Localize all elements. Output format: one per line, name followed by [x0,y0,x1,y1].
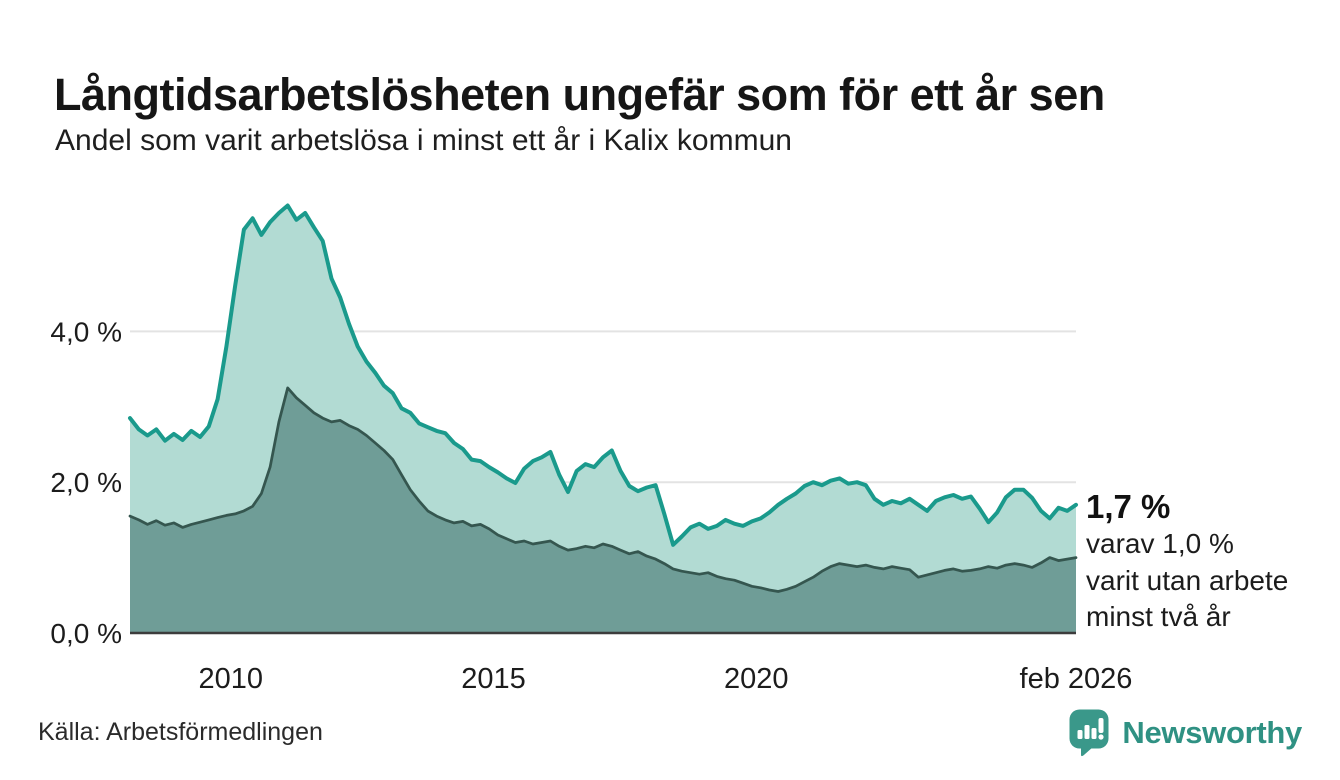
source-note: Källa: Arbetsförmedlingen [38,718,323,746]
unemployment-area-chart: 0,0 % 2,0 % 4,0 % 2010 2015 2020 feb 2026 [50,203,1133,695]
x-tick-label: 2020 [724,663,789,695]
end-note-line-1: varav 1,0 % [1086,528,1234,559]
x-tick-label: 2010 [198,663,263,695]
brand-name: Newsworthy [1122,715,1302,750]
chart-area: 0,0 % 2,0 % 4,0 % 2010 2015 2020 feb 2026 [0,190,1340,710]
x-tick-label: feb 2026 [1020,663,1133,695]
y-tick-label: 2,0 % [50,467,122,498]
end-value-label: 1,7 % [1086,488,1171,525]
page-subtitle: Andel som varit arbetslösa i minst ett å… [55,124,792,157]
page-title: Långtidsarbetslösheten ungefär som för e… [54,69,1105,121]
end-note-line-3: minst två år [1086,601,1231,633]
newsworthy-icon [1069,709,1109,757]
x-tick-label: 2015 [461,663,526,695]
end-value-annotation: 1,7 % varav 1,0 % varit utan arbete mins… [1086,490,1336,633]
series-line-0 [128,203,1078,547]
end-note-line-2: varit utan arbete [1086,564,1289,596]
series-line-1 [128,386,1078,593]
brand-logo: Newsworthy [1068,708,1302,758]
series-area-1 [130,387,1076,633]
y-tick-label: 0,0 % [50,618,122,649]
y-tick-label: 4,0 % [50,316,122,347]
